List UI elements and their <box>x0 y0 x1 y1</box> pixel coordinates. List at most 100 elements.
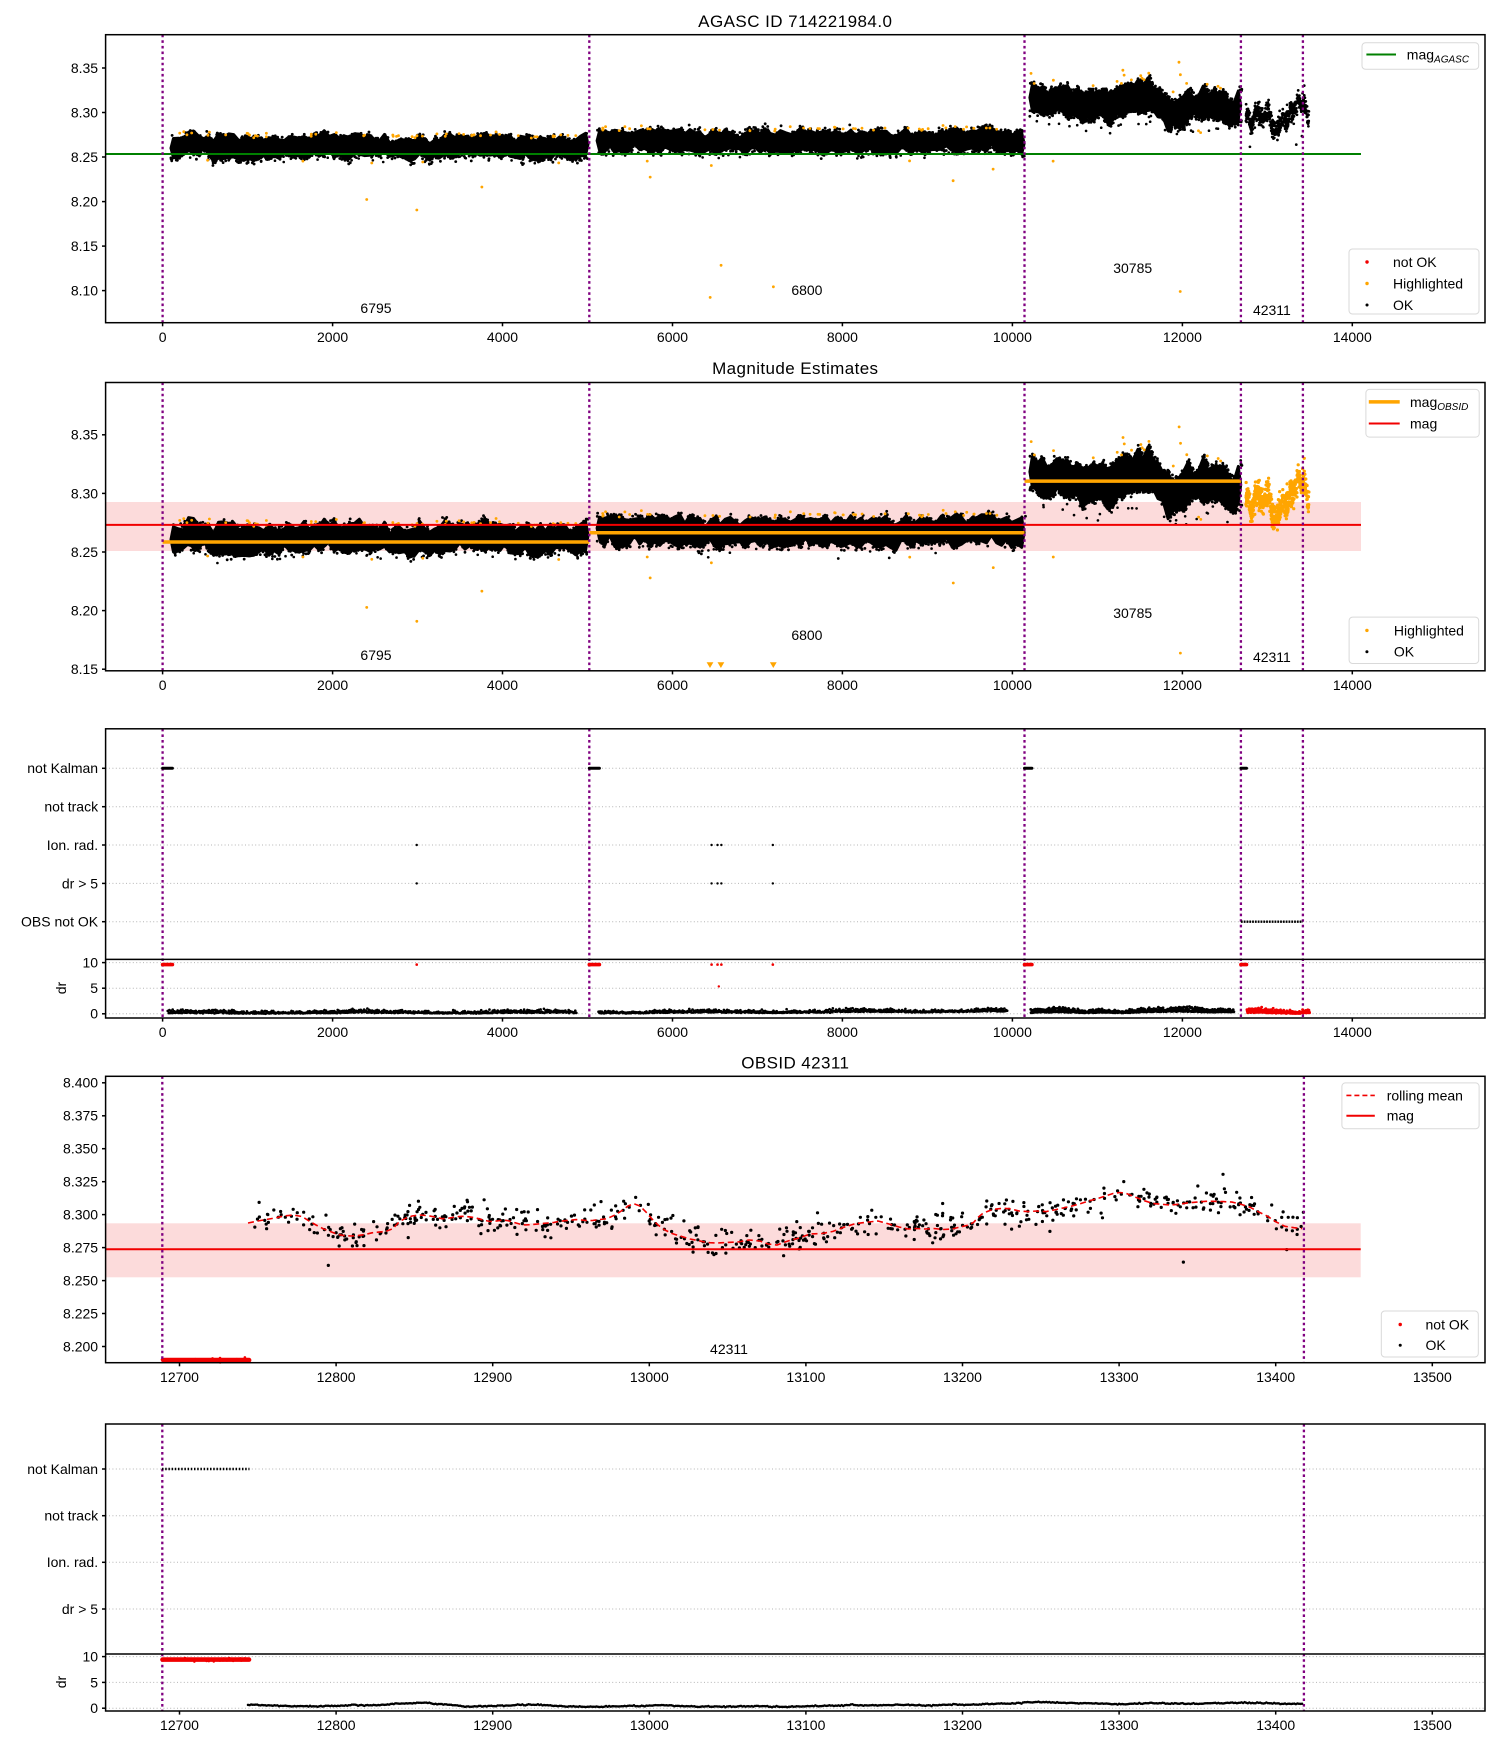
svg-text:8.250: 8.250 <box>63 1273 98 1289</box>
svg-text:Highlighted: Highlighted <box>1393 275 1463 291</box>
svg-text:13400: 13400 <box>1256 1717 1295 1733</box>
svg-text:not OK: not OK <box>1393 254 1437 270</box>
svg-text:8.35: 8.35 <box>71 427 98 443</box>
svg-text:8.300: 8.300 <box>63 1207 98 1223</box>
svg-text:8.10: 8.10 <box>71 283 98 299</box>
svg-text:0: 0 <box>159 677 167 693</box>
svg-text:10000: 10000 <box>993 677 1032 693</box>
svg-text:not track: not track <box>44 1508 99 1524</box>
svg-text:dr > 5: dr > 5 <box>62 875 98 891</box>
svg-text:13500: 13500 <box>1413 1369 1452 1385</box>
svg-text:14000: 14000 <box>1333 329 1372 345</box>
svg-text:4000: 4000 <box>487 1024 518 1040</box>
svg-text:8.35: 8.35 <box>71 60 98 76</box>
svg-text:0: 0 <box>90 1006 98 1022</box>
svg-text:13100: 13100 <box>786 1717 825 1733</box>
svg-text:6800: 6800 <box>791 282 822 298</box>
svg-text:8000: 8000 <box>827 329 858 345</box>
svg-text:8.30: 8.30 <box>71 485 98 501</box>
svg-text:Highlighted: Highlighted <box>1394 622 1464 638</box>
svg-text:10: 10 <box>83 955 99 971</box>
svg-text:5: 5 <box>90 980 98 996</box>
svg-text:8.20: 8.20 <box>71 603 98 619</box>
svg-text:10000: 10000 <box>993 329 1032 345</box>
svg-text:8.400: 8.400 <box>63 1075 98 1091</box>
svg-text:8.350: 8.350 <box>63 1141 98 1157</box>
svg-text:0: 0 <box>159 329 167 345</box>
svg-text:not OK: not OK <box>1426 1316 1470 1332</box>
svg-text:4000: 4000 <box>487 677 518 693</box>
svg-text:dr: dr <box>53 981 69 994</box>
svg-text:30785: 30785 <box>1113 605 1152 621</box>
svg-text:6000: 6000 <box>657 1024 688 1040</box>
svg-text:rolling mean: rolling mean <box>1387 1087 1463 1103</box>
svg-text:8000: 8000 <box>827 1024 858 1040</box>
svg-text:12800: 12800 <box>317 1369 356 1385</box>
svg-text:OBS not OK: OBS not OK <box>21 914 99 930</box>
svg-text:13200: 13200 <box>943 1717 982 1733</box>
svg-text:8.200: 8.200 <box>63 1338 98 1354</box>
svg-text:0: 0 <box>159 1024 167 1040</box>
svg-text:12900: 12900 <box>473 1369 512 1385</box>
svg-text:6795: 6795 <box>360 647 391 663</box>
svg-text:mag: mag <box>1387 1108 1414 1124</box>
svg-text:6000: 6000 <box>657 329 688 345</box>
svg-text:8.20: 8.20 <box>71 194 98 210</box>
svg-text:4000: 4000 <box>487 329 518 345</box>
svg-text:6800: 6800 <box>791 627 822 643</box>
svg-text:12900: 12900 <box>473 1717 512 1733</box>
svg-text:13000: 13000 <box>630 1369 669 1385</box>
svg-text:mag: mag <box>1410 415 1437 431</box>
svg-text:8.15: 8.15 <box>71 238 98 254</box>
svg-text:Magnitude Estimates: Magnitude Estimates <box>712 359 878 378</box>
svg-text:5: 5 <box>90 1674 98 1690</box>
svg-text:14000: 14000 <box>1333 677 1372 693</box>
svg-text:2000: 2000 <box>317 329 348 345</box>
svg-text:13100: 13100 <box>786 1369 825 1385</box>
svg-text:not Kalman: not Kalman <box>27 760 98 776</box>
svg-text:13000: 13000 <box>630 1717 669 1733</box>
svg-text:10000: 10000 <box>993 1024 1032 1040</box>
svg-text:14000: 14000 <box>1333 1024 1372 1040</box>
svg-text:8.325: 8.325 <box>63 1174 98 1190</box>
svg-text:6795: 6795 <box>360 300 391 316</box>
svg-text:not track: not track <box>44 799 99 815</box>
svg-text:12000: 12000 <box>1163 1024 1202 1040</box>
svg-text:OBSID 42311: OBSID 42311 <box>741 1054 849 1073</box>
svg-text:0: 0 <box>90 1700 98 1716</box>
svg-text:42311: 42311 <box>1253 649 1291 665</box>
svg-text:13300: 13300 <box>1100 1369 1139 1385</box>
svg-text:Ion. rad.: Ion. rad. <box>47 1554 98 1570</box>
svg-text:8.30: 8.30 <box>71 104 98 120</box>
svg-text:2000: 2000 <box>317 677 348 693</box>
svg-text:8.225: 8.225 <box>63 1305 98 1321</box>
svg-text:8.25: 8.25 <box>71 544 98 560</box>
svg-text:dr: dr <box>53 1675 69 1688</box>
svg-text:6000: 6000 <box>657 677 688 693</box>
svg-text:2000: 2000 <box>317 1024 348 1040</box>
svg-text:13200: 13200 <box>943 1369 982 1385</box>
svg-text:OK: OK <box>1426 1337 1447 1353</box>
svg-text:13300: 13300 <box>1100 1717 1139 1733</box>
svg-text:8.25: 8.25 <box>71 149 98 165</box>
svg-text:12700: 12700 <box>160 1717 199 1733</box>
svg-text:dr > 5: dr > 5 <box>62 1601 98 1617</box>
svg-text:13400: 13400 <box>1256 1369 1295 1385</box>
svg-text:30785: 30785 <box>1113 260 1152 276</box>
svg-text:12000: 12000 <box>1163 329 1202 345</box>
svg-text:OK: OK <box>1393 297 1414 313</box>
svg-text:42311: 42311 <box>710 1341 748 1357</box>
svg-text:not Kalman: not Kalman <box>27 1461 98 1477</box>
svg-text:OK: OK <box>1394 644 1415 660</box>
svg-text:AGASC ID 714221984.0: AGASC ID 714221984.0 <box>698 12 892 31</box>
svg-text:8.375: 8.375 <box>63 1108 98 1124</box>
svg-text:12000: 12000 <box>1163 677 1202 693</box>
svg-text:8.275: 8.275 <box>63 1240 98 1256</box>
svg-text:12800: 12800 <box>317 1717 356 1733</box>
svg-text:42311: 42311 <box>1253 302 1291 318</box>
svg-text:12700: 12700 <box>160 1369 199 1385</box>
svg-text:10: 10 <box>83 1649 99 1665</box>
svg-text:8000: 8000 <box>827 677 858 693</box>
svg-text:8.15: 8.15 <box>71 661 98 677</box>
svg-text:13500: 13500 <box>1413 1717 1452 1733</box>
